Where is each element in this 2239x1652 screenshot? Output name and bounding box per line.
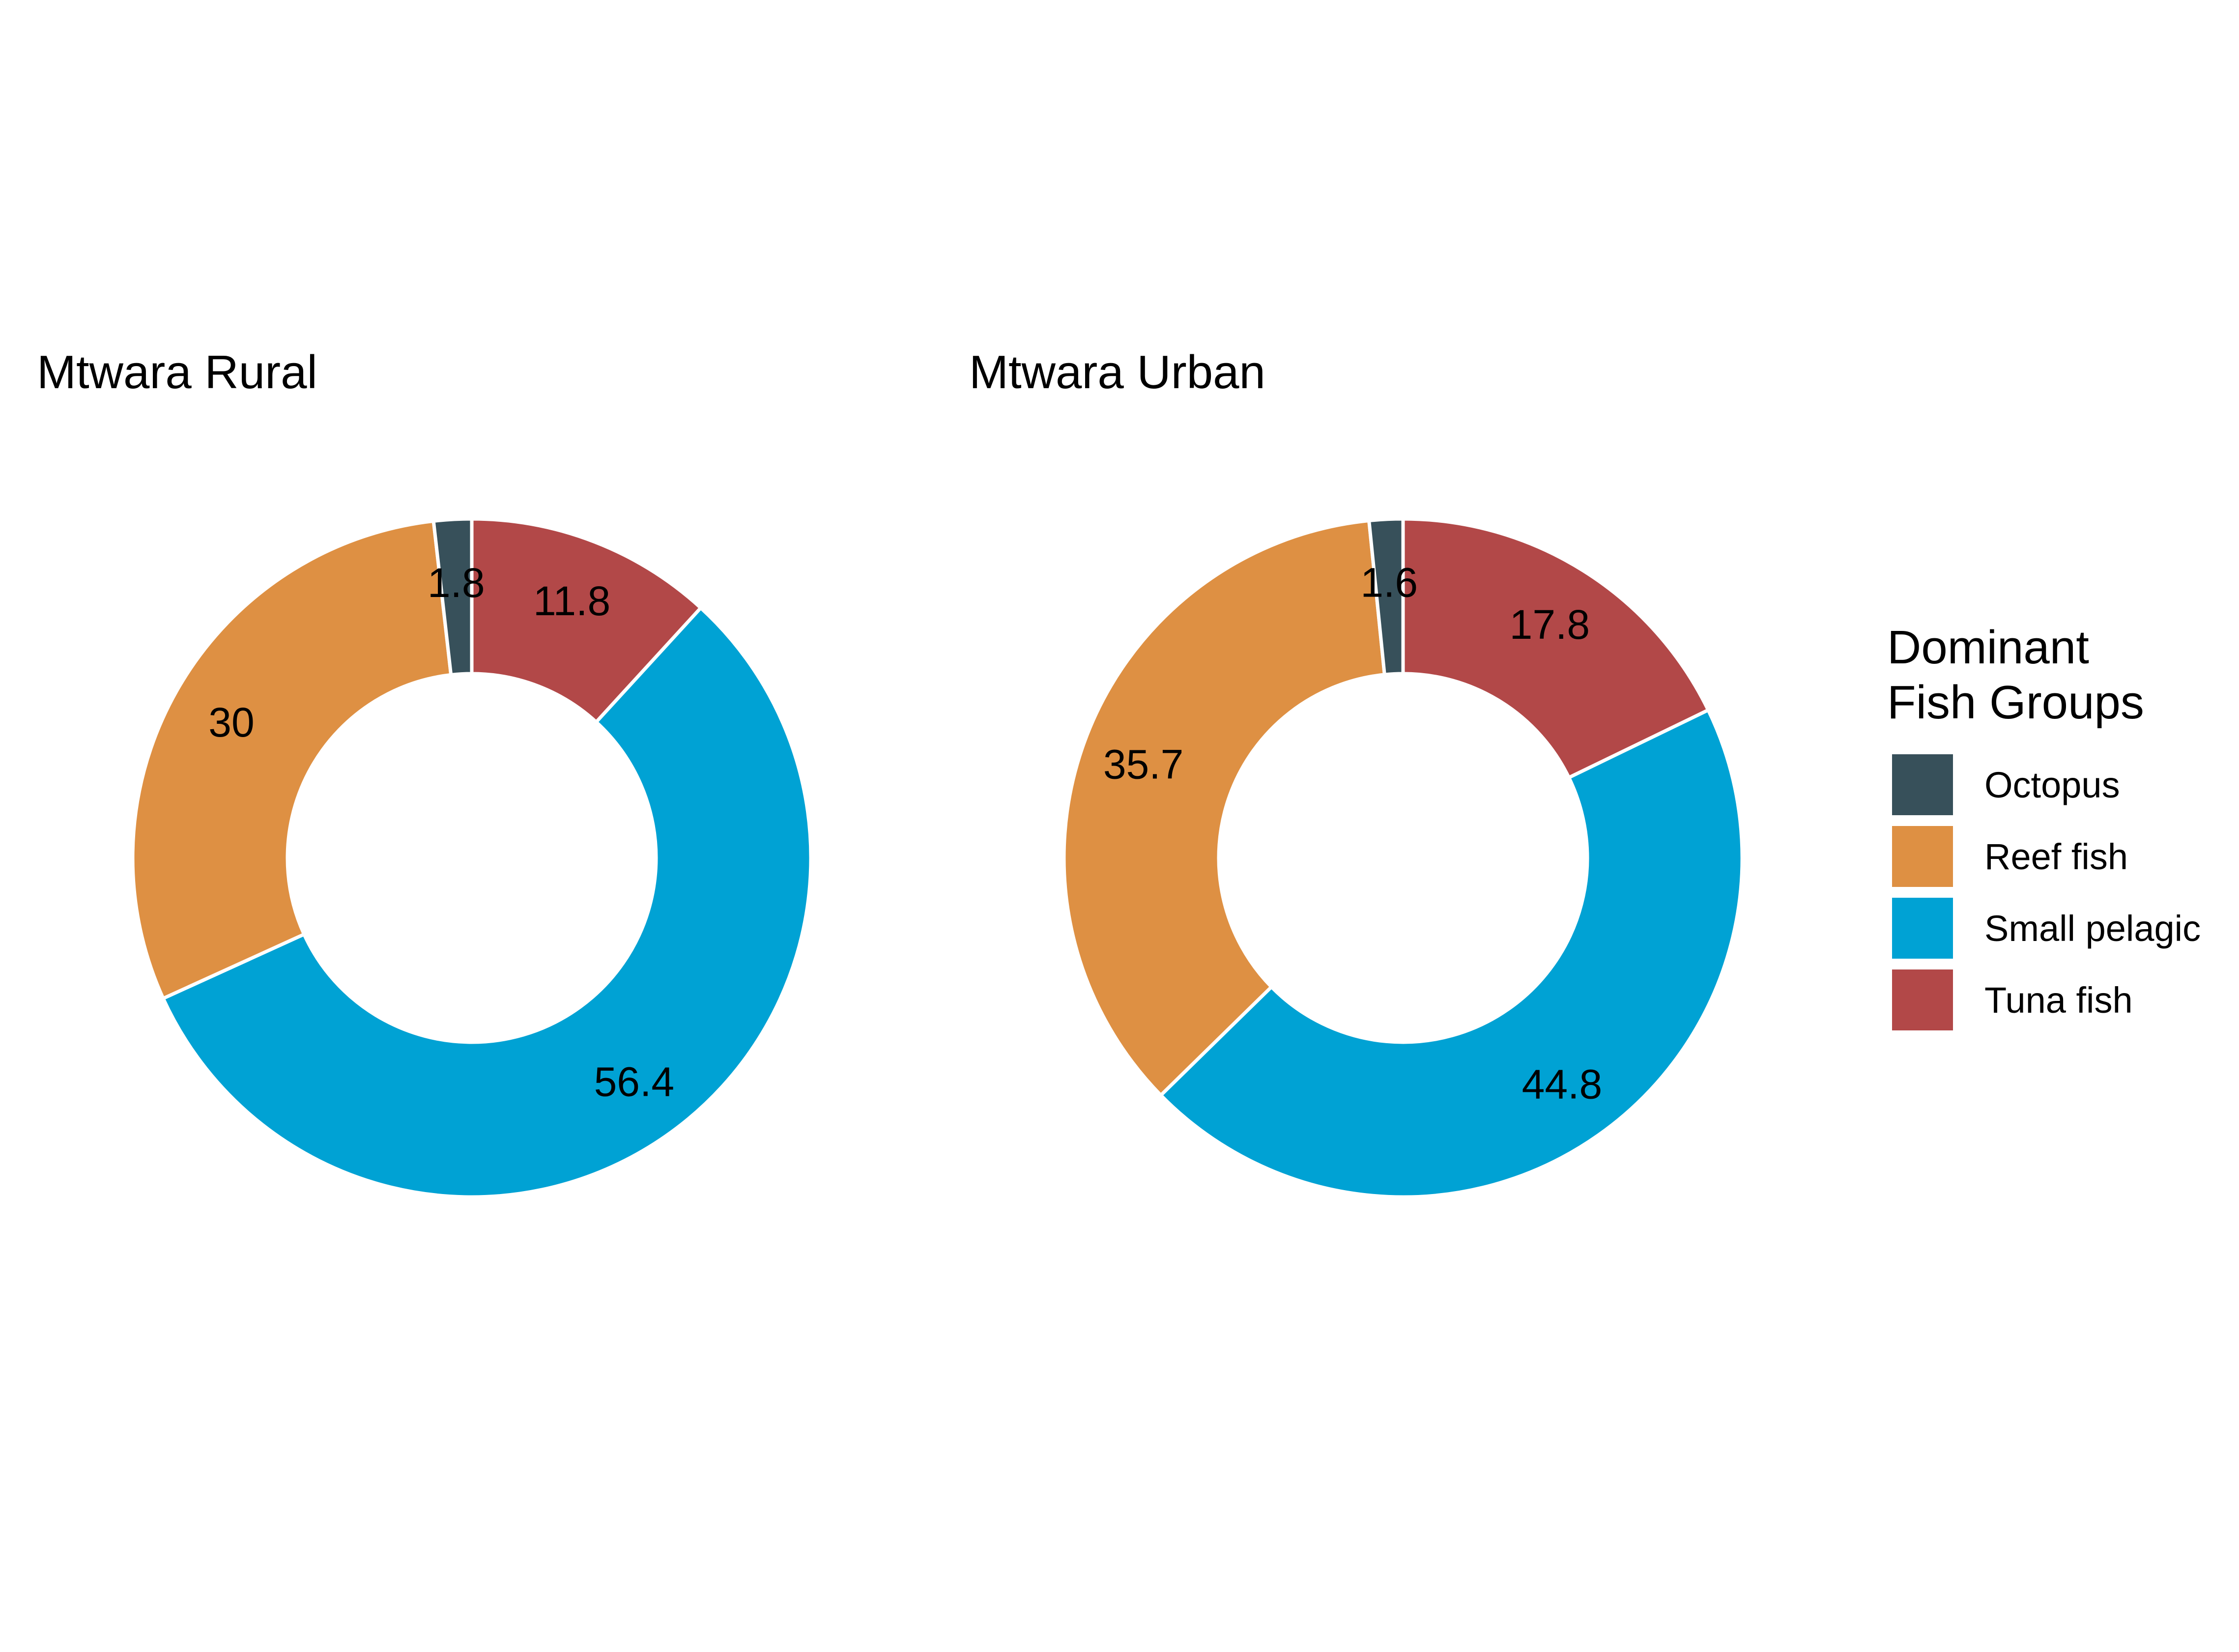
slice-mtwara-urban-octopus <box>1367 517 1405 677</box>
legend-label-reef-fish: Reef fish <box>1984 836 2128 877</box>
legend-swatch-small-pelagic <box>1892 898 1953 959</box>
legend-swatch-tuna-fish <box>1892 969 1953 1030</box>
slice-label-mtwara-urban-tuna-fish: 17.8 <box>1510 601 1590 648</box>
panel-mtwara-rural: Mtwara Rural 11.8 56.4 30 1.8 <box>37 346 813 1199</box>
slice-mtwara-rural-octopus <box>431 517 474 677</box>
legend-swatch-octopus <box>1892 754 1953 815</box>
slice-mtwara-urban-small-pelagic <box>1158 708 1744 1199</box>
panel-title-mtwara-rural: Mtwara Rural <box>37 346 317 399</box>
slice-mtwara-rural-reef-fish <box>131 519 453 1001</box>
slice-label-mtwara-rural-reef-fish: 30 <box>208 699 254 745</box>
slice-label-mtwara-rural-small-pelagic: 56.4 <box>594 1059 675 1105</box>
slice-label-mtwara-rural-octopus: 1.8 <box>428 560 485 606</box>
panel-mtwara-urban: Mtwara Urban 17.8 44.8 35.7 1.6 <box>969 346 1744 1199</box>
slice-mtwara-rural-tuna-fish <box>470 517 703 725</box>
slice-mtwara-rural-small-pelagic <box>161 605 813 1199</box>
legend-title-line-1: Dominant <box>1887 621 2089 674</box>
legend-title-line-2: Fish Groups <box>1887 676 2144 729</box>
legend-label-small-pelagic: Small pelagic <box>1984 908 2201 949</box>
slice-label-mtwara-urban-small-pelagic: 44.8 <box>1522 1061 1603 1108</box>
legend-swatch-reef-fish <box>1892 826 1953 887</box>
legend-label-octopus: Octopus <box>1984 765 2120 805</box>
panel-title-mtwara-urban: Mtwara Urban <box>969 346 1265 399</box>
slice-label-mtwara-urban-octopus: 1.6 <box>1360 560 1418 606</box>
slice-mtwara-urban-tuna-fish <box>1401 517 1711 780</box>
legend-label-tuna-fish: Tuna fish <box>1984 980 2133 1021</box>
slice-label-mtwara-rural-tuna-fish: 11.8 <box>533 578 610 624</box>
slice-mtwara-urban-reef-fish <box>1062 518 1387 1098</box>
legend: Dominant Fish Groups Octopus Reef fish Sma… <box>1887 621 2201 1030</box>
slice-label-mtwara-urban-reef-fish: 35.7 <box>1103 741 1184 788</box>
